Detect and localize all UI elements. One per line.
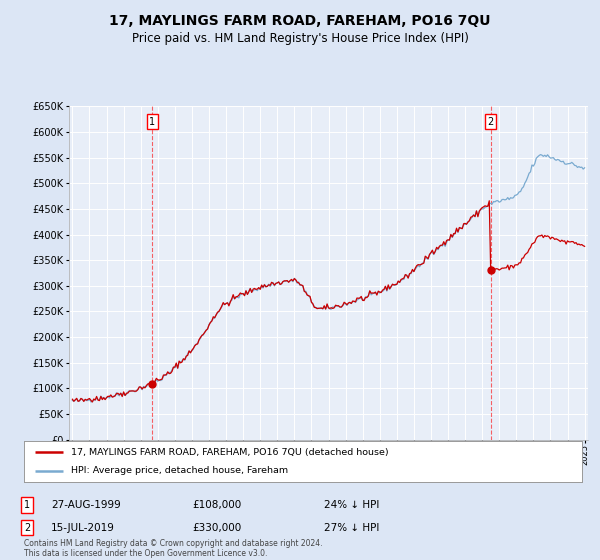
Text: 27% ↓ HPI: 27% ↓ HPI bbox=[324, 522, 379, 533]
Text: 27-AUG-1999: 27-AUG-1999 bbox=[51, 500, 121, 510]
Text: 2: 2 bbox=[488, 117, 494, 127]
Text: Price paid vs. HM Land Registry's House Price Index (HPI): Price paid vs. HM Land Registry's House … bbox=[131, 32, 469, 45]
Text: 17, MAYLINGS FARM ROAD, FAREHAM, PO16 7QU (detached house): 17, MAYLINGS FARM ROAD, FAREHAM, PO16 7Q… bbox=[71, 447, 389, 456]
Text: HPI: Average price, detached house, Fareham: HPI: Average price, detached house, Fare… bbox=[71, 466, 289, 475]
Text: 15-JUL-2019: 15-JUL-2019 bbox=[51, 522, 115, 533]
Text: 1: 1 bbox=[149, 117, 155, 127]
Text: £330,000: £330,000 bbox=[192, 522, 241, 533]
Text: 17, MAYLINGS FARM ROAD, FAREHAM, PO16 7QU: 17, MAYLINGS FARM ROAD, FAREHAM, PO16 7Q… bbox=[109, 14, 491, 28]
Text: Contains HM Land Registry data © Crown copyright and database right 2024.
This d: Contains HM Land Registry data © Crown c… bbox=[24, 539, 323, 558]
Text: 1: 1 bbox=[24, 500, 30, 510]
Text: 2: 2 bbox=[24, 522, 30, 533]
Text: 24% ↓ HPI: 24% ↓ HPI bbox=[324, 500, 379, 510]
Text: £108,000: £108,000 bbox=[192, 500, 241, 510]
